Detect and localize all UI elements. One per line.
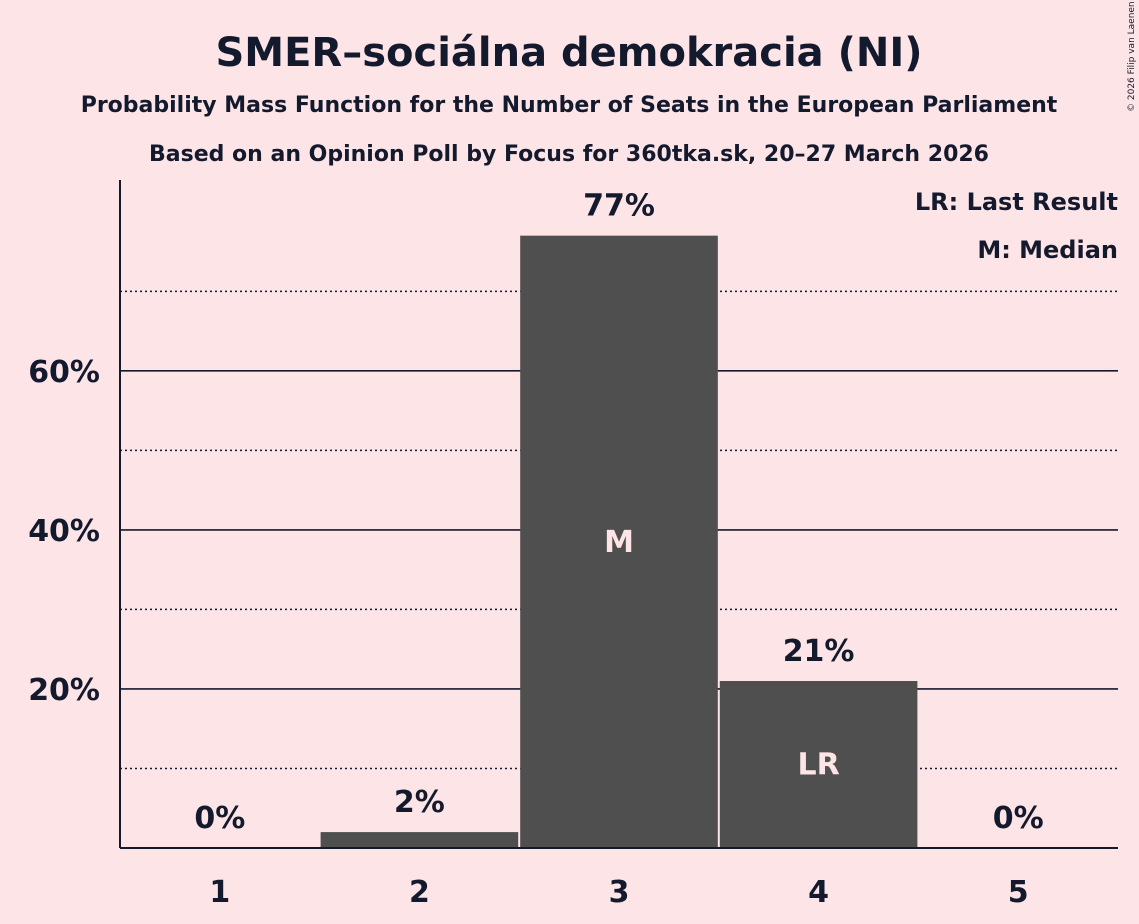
bar-inner-label: LR [797, 748, 839, 783]
y-tick-label: 20% [28, 673, 100, 708]
x-tick-label: 3 [609, 875, 630, 910]
legend-entry: M: Median [977, 236, 1118, 264]
bar-value-label: 77% [583, 189, 655, 224]
x-tick-label: 1 [209, 875, 230, 910]
x-tick-label: 2 [409, 875, 430, 910]
bars: 0% 2% 77% M 21% LR 0% [194, 189, 1044, 848]
bar-inner-label: M [604, 525, 634, 560]
bar [320, 832, 519, 848]
x-tick-label: 5 [1008, 875, 1029, 910]
bar-value-label: 0% [993, 801, 1044, 836]
bar [520, 235, 718, 848]
bar-value-label: 2% [394, 785, 445, 820]
chart-title: SMER–sociálna demokracia (NI) [215, 30, 922, 76]
bar-value-label: 0% [194, 801, 245, 836]
axes: 20% 40% 60% 1 2 3 4 5 [28, 180, 1118, 910]
legend-entry: LR: Last Result [915, 188, 1118, 216]
copyright-notice: © 2026 Filip van Laenen [1127, 1, 1137, 112]
chart-subtitle-source: Based on an Opinion Poll by Focus for 36… [149, 142, 989, 167]
legend: LR: Last Result M: Median [915, 188, 1118, 264]
chart-subtitle: Probability Mass Function for the Number… [81, 93, 1058, 118]
y-tick-label: 60% [28, 355, 100, 390]
bar [719, 681, 918, 848]
x-tick-label: 4 [808, 875, 829, 910]
bar-value-label: 21% [783, 634, 855, 669]
y-tick-label: 40% [28, 514, 100, 549]
